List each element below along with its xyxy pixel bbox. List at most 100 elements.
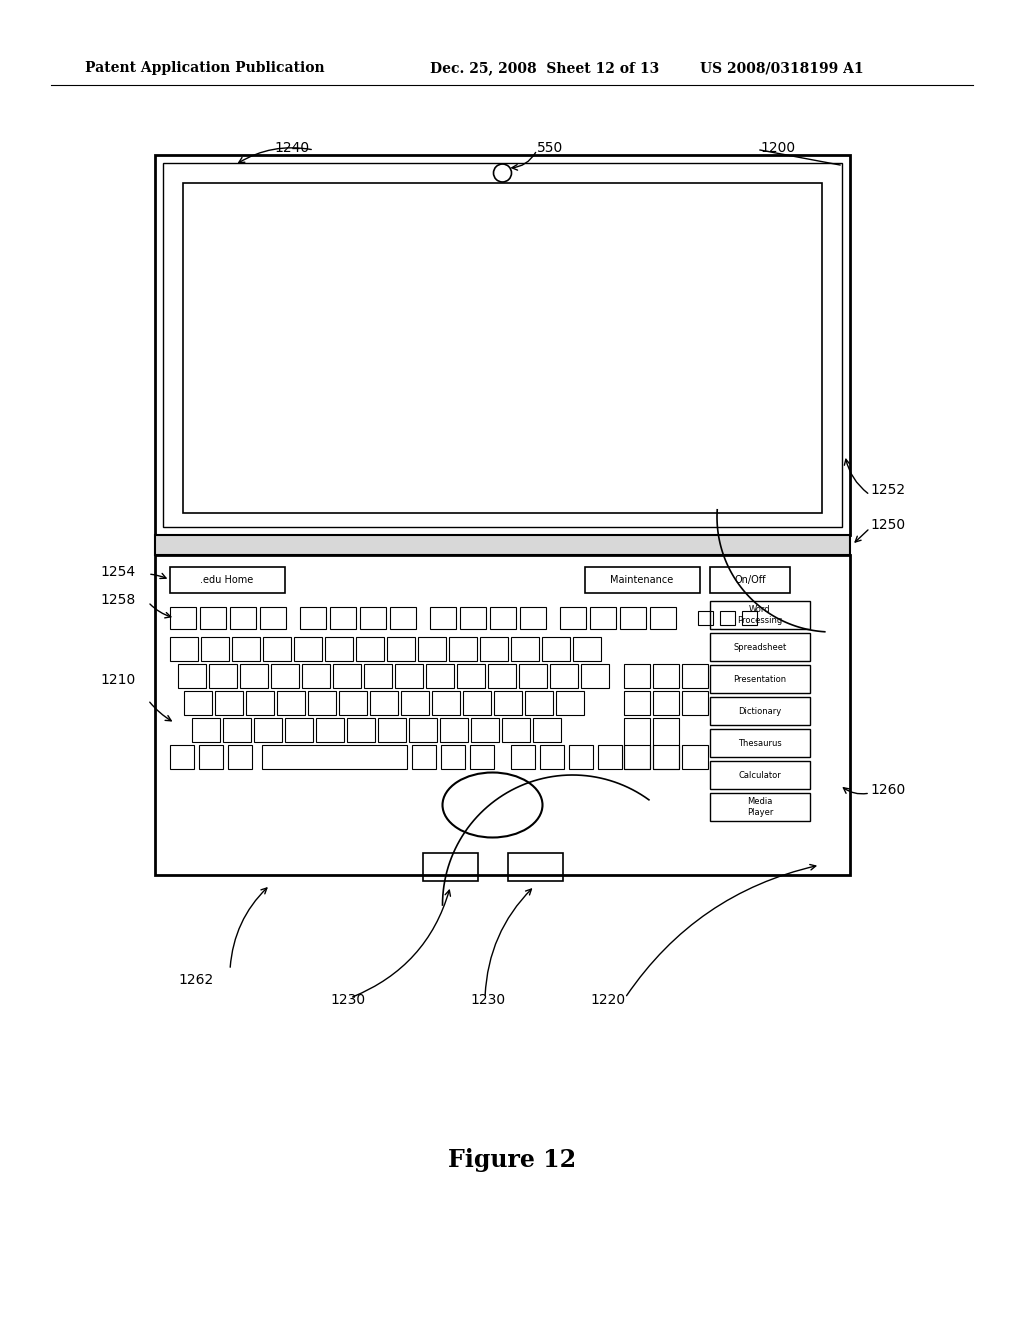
Bar [698,611,713,624]
Bar [395,664,423,688]
Bar [223,718,251,742]
Text: 1258: 1258 [100,593,135,607]
Bar [360,607,386,630]
Bar [710,793,810,821]
Text: Figure 12: Figure 12 [447,1148,577,1172]
Bar [401,690,429,715]
Text: 1200: 1200 [760,141,795,154]
Bar [534,718,561,742]
Text: Dictionary: Dictionary [738,706,781,715]
Bar [585,568,700,593]
Bar [480,638,508,661]
Text: 1260: 1260 [870,783,905,797]
Bar [682,744,708,770]
Bar [624,690,650,715]
Text: Spreadsheet: Spreadsheet [733,643,786,652]
Bar [710,634,810,661]
Bar [330,607,356,630]
Bar [710,762,810,789]
Bar [201,638,229,661]
Bar [294,638,322,661]
Bar [228,744,252,770]
Bar [624,718,650,770]
Bar [333,664,361,688]
Bar [184,690,212,715]
Text: 1230: 1230 [330,993,366,1007]
Text: 550: 550 [537,141,563,154]
Bar [624,664,650,688]
Bar [163,162,842,527]
Bar [246,690,274,715]
Bar [155,154,850,535]
Bar [278,690,305,715]
Bar [710,601,810,630]
Bar [300,607,326,630]
Bar [682,690,708,715]
Bar [378,718,406,742]
Text: On/Off: On/Off [734,576,766,585]
Bar [542,638,570,661]
Text: 1252: 1252 [870,483,905,498]
Bar [193,718,220,742]
Bar [215,690,243,715]
Bar [653,690,679,715]
Bar [457,664,485,688]
Bar [423,853,477,880]
Bar [682,664,708,688]
Text: 1220: 1220 [590,993,625,1007]
Bar [426,664,454,688]
Text: 1250: 1250 [870,517,905,532]
Bar [490,607,516,630]
Text: 1254: 1254 [100,565,135,579]
Bar [316,718,344,742]
Text: Thesaurus: Thesaurus [738,738,782,747]
Text: 1230: 1230 [470,993,505,1007]
Bar [573,638,601,661]
Bar [525,690,553,715]
Bar [209,664,237,688]
Bar [569,744,593,770]
Bar [460,607,486,630]
Bar [488,664,516,688]
Bar [471,718,499,742]
Bar [710,729,810,756]
Bar [470,744,494,770]
Text: Patent Application Publication: Patent Application Publication [85,61,325,75]
Bar [325,638,353,661]
Bar [620,607,646,630]
Text: 1262: 1262 [178,973,213,987]
Bar [254,718,282,742]
Bar [581,664,609,688]
Bar [409,718,437,742]
Bar [370,690,398,715]
Bar [494,690,522,715]
Bar [653,744,679,770]
Text: Presentation: Presentation [733,675,786,684]
Bar [240,664,268,688]
Bar [449,638,477,661]
Bar [232,638,260,661]
Bar [170,638,198,661]
Bar [440,718,468,742]
Text: .edu Home: .edu Home [201,576,254,585]
Bar [560,607,586,630]
Bar [441,744,465,770]
Text: Maintenance: Maintenance [610,576,674,585]
Bar [170,744,194,770]
Bar [390,607,416,630]
Bar [463,690,490,715]
Bar [511,744,535,770]
Bar [710,568,790,593]
Bar [364,664,392,688]
Bar [520,607,546,630]
Bar [271,664,299,688]
Text: Dec. 25, 2008  Sheet 12 of 13: Dec. 25, 2008 Sheet 12 of 13 [430,61,659,75]
Bar [339,690,367,715]
Bar [356,638,384,661]
Bar [650,607,676,630]
Bar [308,690,336,715]
Bar [260,607,286,630]
Text: 1240: 1240 [274,141,310,154]
Bar [432,690,460,715]
Bar [387,638,415,661]
